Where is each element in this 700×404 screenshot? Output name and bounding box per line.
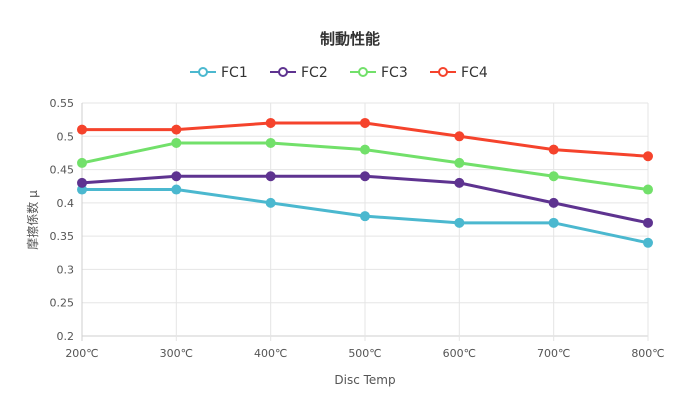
data-point[interactable]: [643, 184, 653, 195]
y-tick-label: 0.25: [50, 297, 75, 310]
y-tick-label: 0.3: [57, 263, 75, 276]
data-point[interactable]: [171, 184, 182, 195]
legend-label: FC1: [221, 65, 248, 81]
legend-marker: [278, 67, 288, 77]
x-tick-label: 800℃: [631, 347, 664, 360]
data-point[interactable]: [265, 117, 276, 128]
x-axis: 200℃ 300℃ 400℃ 500℃ 600℃ 700℃ 800℃: [65, 347, 664, 360]
y-tick-label: 0.4: [57, 197, 75, 210]
data-point[interactable]: [265, 171, 276, 182]
x-tick-label: 200℃: [65, 347, 98, 360]
y-tick-label: 0.45: [50, 164, 75, 177]
data-point[interactable]: [454, 157, 465, 168]
data-point[interactable]: [643, 217, 653, 228]
y-axis-label: 摩擦係数 μ: [25, 190, 40, 250]
data-point[interactable]: [454, 217, 465, 228]
y-tick-label: 0.35: [50, 230, 75, 243]
chart-title: 制動性能: [320, 30, 380, 48]
data-point[interactable]: [548, 217, 559, 228]
legend-label: FC2: [301, 65, 328, 81]
grid: [81, 102, 649, 341]
data-point[interactable]: [265, 197, 276, 208]
x-axis-label: Disc Temp: [334, 373, 395, 387]
legend-marker: [438, 67, 448, 77]
data-point[interactable]: [643, 237, 653, 248]
series-fc3: [77, 137, 653, 195]
legend-label: FC4: [461, 65, 488, 81]
data-point[interactable]: [77, 124, 87, 135]
legend-marker: [358, 67, 368, 77]
data-point[interactable]: [360, 211, 370, 222]
data-point[interactable]: [643, 151, 653, 162]
series-group: [77, 117, 653, 248]
data-point[interactable]: [77, 177, 87, 188]
data-point[interactable]: [548, 171, 559, 182]
data-point[interactable]: [171, 171, 182, 182]
series-fc4: [77, 117, 653, 162]
data-point[interactable]: [171, 124, 182, 135]
y-tick-label: 0.5: [57, 130, 75, 143]
y-tick-label: 0.2: [57, 330, 75, 343]
data-point[interactable]: [548, 197, 559, 208]
legend-item-fc1[interactable]: FC1: [190, 65, 248, 81]
legend-label: FC3: [381, 65, 408, 81]
data-point[interactable]: [360, 117, 370, 128]
data-point[interactable]: [360, 171, 370, 182]
data-point[interactable]: [171, 137, 182, 148]
data-point[interactable]: [454, 131, 465, 142]
legend-marker: [198, 67, 208, 77]
legend-item-fc3[interactable]: FC3: [350, 65, 408, 81]
data-point[interactable]: [360, 144, 370, 155]
data-point[interactable]: [265, 137, 276, 148]
data-point[interactable]: [548, 144, 559, 155]
data-point[interactable]: [454, 177, 465, 188]
series-fc2: [77, 171, 653, 228]
legend: FC1 FC2 FC3 FC4: [190, 65, 488, 81]
x-tick-label: 600℃: [443, 347, 476, 360]
data-point[interactable]: [77, 157, 87, 168]
x-tick-label: 400℃: [254, 347, 287, 360]
y-tick-label: 0.55: [50, 97, 75, 110]
x-tick-label: 700℃: [537, 347, 570, 360]
legend-item-fc2[interactable]: FC2: [270, 65, 328, 81]
y-axis: 0.2 0.25 0.3 0.35 0.4 0.45 0.5 0.55: [50, 97, 75, 343]
series-fc1: [77, 184, 653, 248]
x-tick-label: 300℃: [160, 347, 193, 360]
x-tick-label: 500℃: [348, 347, 381, 360]
legend-item-fc4[interactable]: FC4: [430, 65, 488, 81]
